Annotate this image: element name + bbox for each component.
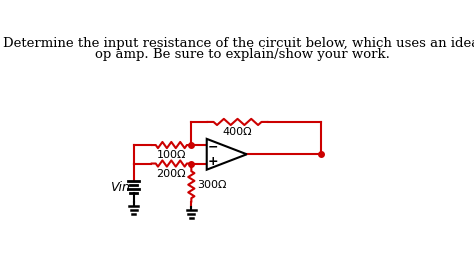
Text: 400Ω: 400Ω [223,127,252,137]
Text: op amp. Be sure to explain/show your work.: op amp. Be sure to explain/show your wor… [95,48,391,61]
Polygon shape [207,139,247,170]
Text: −: − [208,140,218,153]
Text: 300Ω: 300Ω [198,180,227,190]
Text: 100Ω: 100Ω [156,150,186,160]
Text: Vin: Vin [110,181,130,194]
Text: 200Ω: 200Ω [156,169,186,179]
Text: Determine the input resistance of the circuit below, which uses an ideal: Determine the input resistance of the ci… [3,37,474,50]
Text: +: + [208,155,218,169]
